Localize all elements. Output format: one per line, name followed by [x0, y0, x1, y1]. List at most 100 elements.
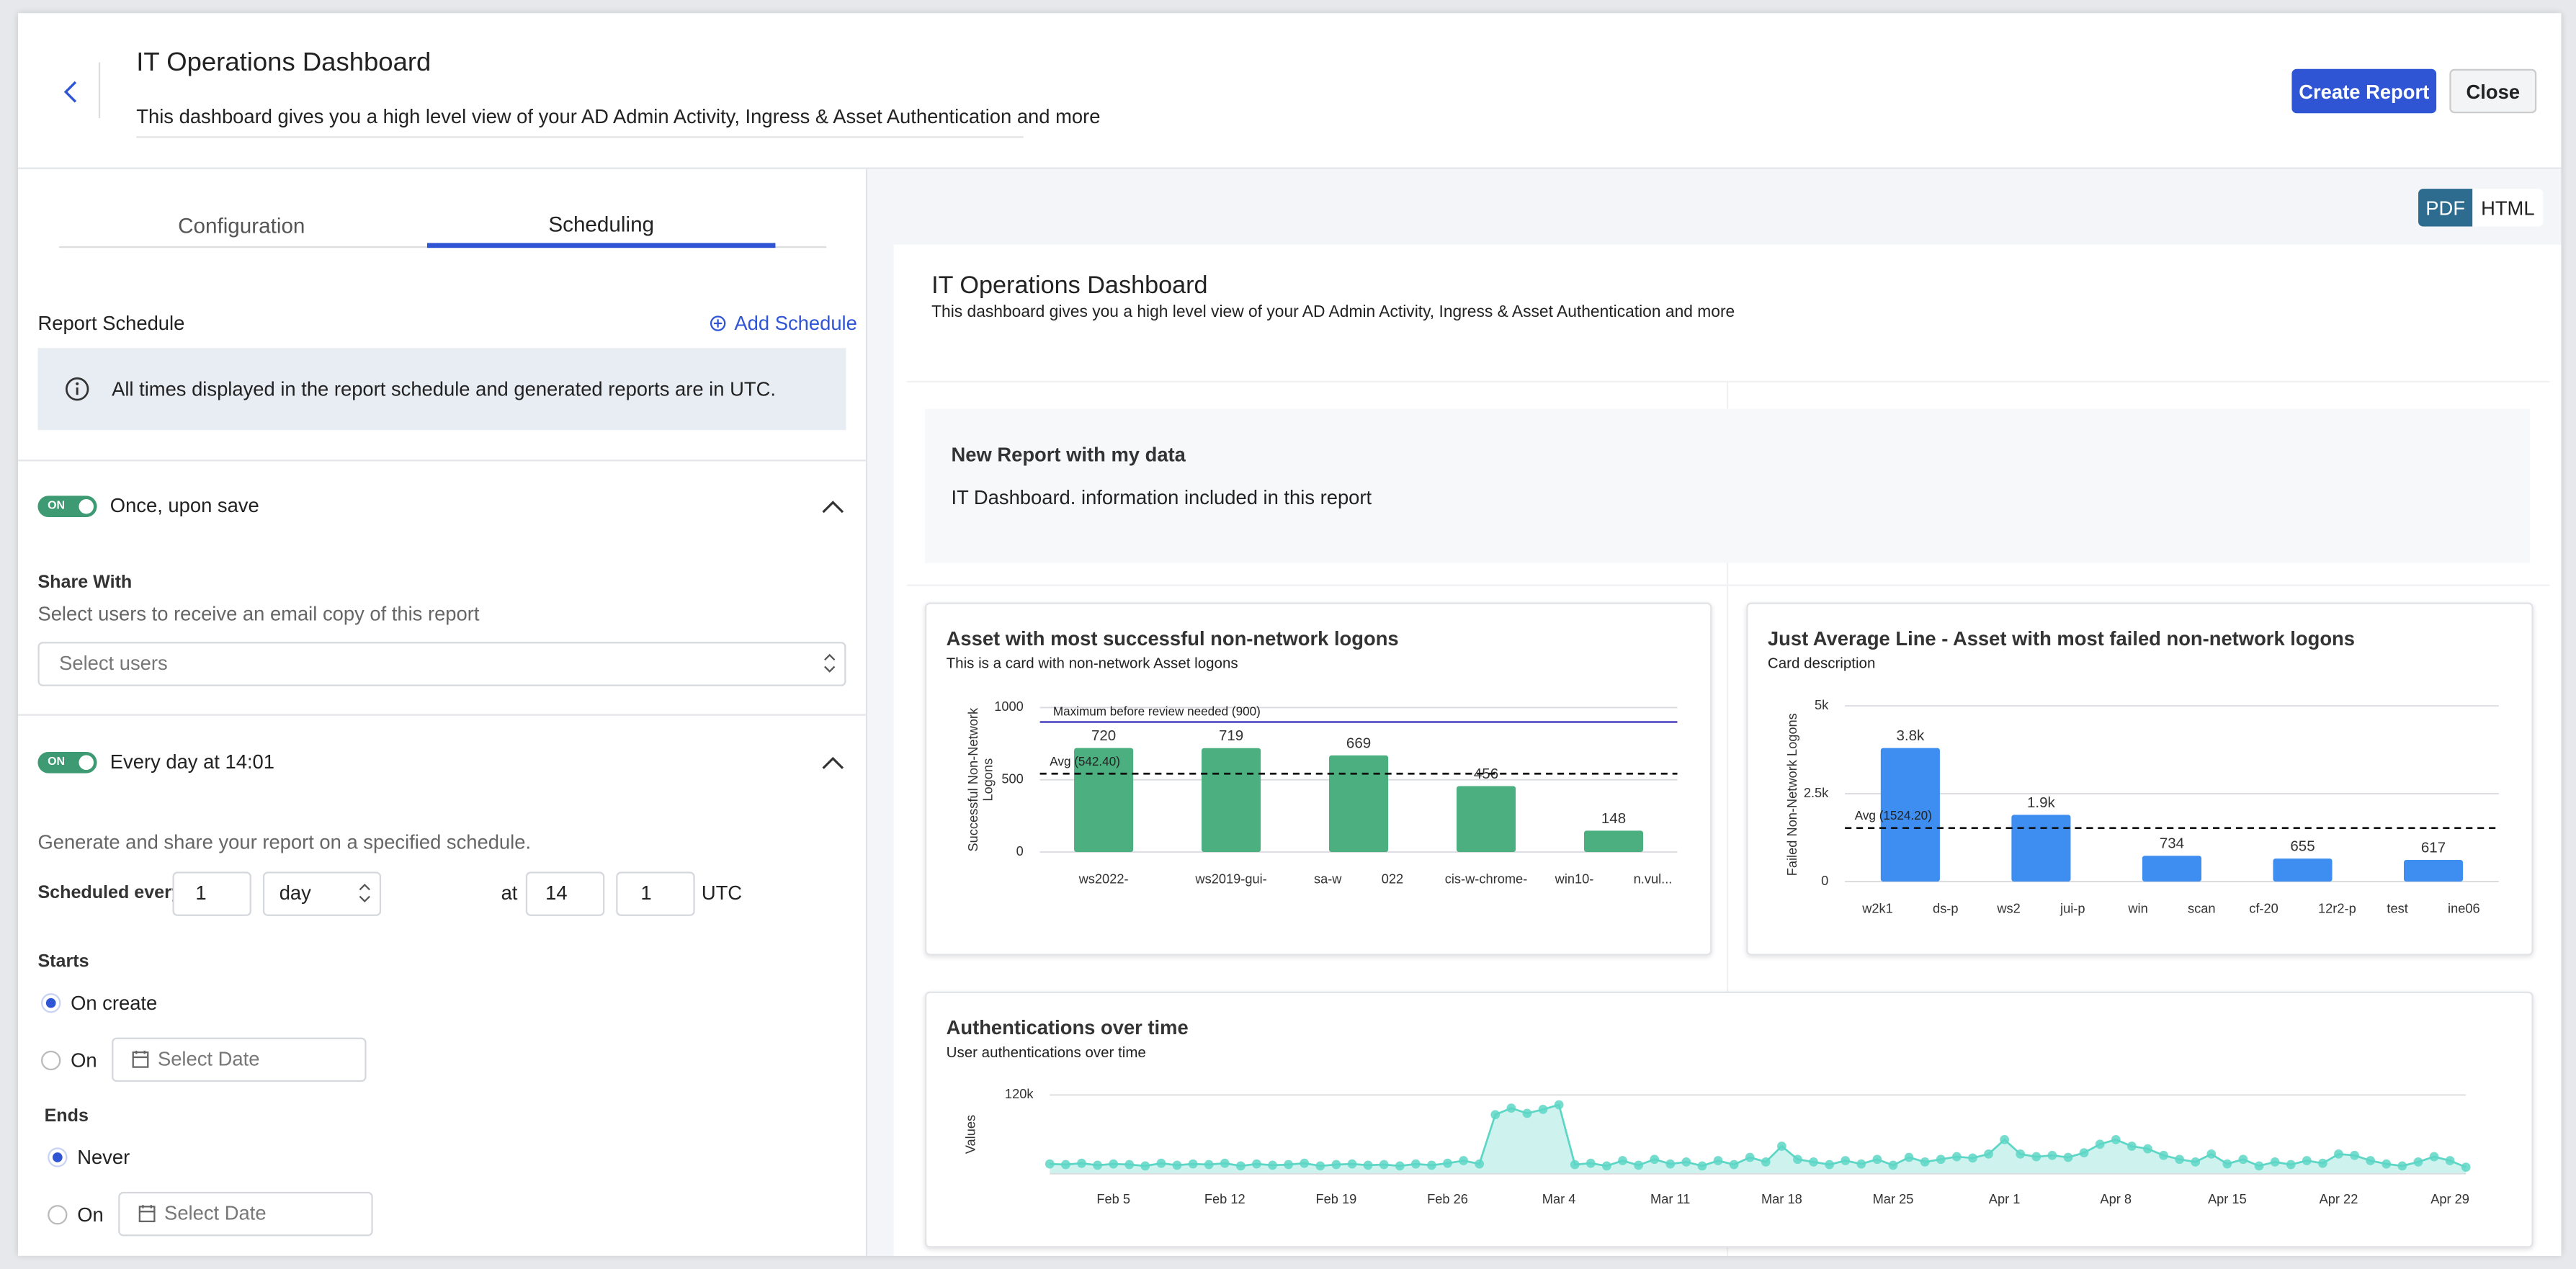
x-tick-label: ws2022- [1078, 871, 1129, 887]
y-tick-label: 0 [1821, 873, 1828, 888]
point [1554, 1100, 1564, 1110]
add-schedule[interactable]: Add Schedule [734, 312, 857, 335]
x-tick-label: Feb 5 [1096, 1191, 1130, 1206]
timezone: UTC [701, 882, 743, 905]
collapse-icon[interactable] [820, 752, 846, 771]
title: IT Operations Dashboard [136, 49, 431, 78]
every-value: 1 [195, 882, 207, 905]
text-card-title: New Report with my data [951, 443, 1186, 467]
point [1538, 1105, 1548, 1114]
tab-configuration[interactable]: Configuration [178, 213, 305, 238]
create-report-button[interactable]: Create Report [2291, 68, 2437, 114]
value-label: 720 [1091, 727, 1116, 744]
point [1984, 1149, 1993, 1159]
chart-card: Asset with most successful non-network l… [924, 602, 1712, 956]
y-tick-label: 500 [1001, 771, 1023, 786]
date-placeholder: Select Date [164, 1201, 267, 1225]
point [1045, 1159, 1055, 1169]
date-placeholder: Select Date [157, 1047, 260, 1071]
average-label: Avg (1524.20) [1855, 809, 1932, 822]
point [1156, 1158, 1166, 1168]
point [1841, 1156, 1851, 1165]
value-label: 148 [1601, 810, 1626, 827]
chart-subtitle: User authentications over time [946, 1044, 1146, 1061]
point [2302, 1156, 2312, 1165]
point [2095, 1139, 2105, 1149]
x-tick-label: win scan [2127, 901, 2215, 916]
date-input[interactable] [118, 1191, 373, 1237]
date-input[interactable] [112, 1037, 367, 1082]
separator [18, 714, 866, 716]
value-label: 1.9k [2027, 794, 2056, 811]
tab-scheduling[interactable]: Scheduling [548, 212, 655, 237]
radio[interactable] [41, 993, 61, 1013]
back-button[interactable] [59, 79, 85, 104]
on-create: On create [71, 991, 158, 1015]
separator [18, 459, 866, 462]
toggle[interactable]: ON [37, 751, 97, 773]
point [1681, 1157, 1691, 1167]
toggle[interactable]: ON [37, 496, 97, 518]
collapse-icon[interactable] [820, 496, 846, 515]
x-tick-label: Apr 15 [2208, 1191, 2247, 1206]
point [1490, 1110, 1501, 1120]
radio[interactable] [48, 1205, 68, 1225]
close-button[interactable]: Close [2449, 68, 2537, 114]
underline [136, 136, 1024, 138]
y-tick-label: 2.5k [1804, 785, 1829, 800]
point [1665, 1159, 1676, 1169]
minute-input[interactable] [616, 871, 695, 916]
x-tick-label: Feb 26 [1427, 1191, 1468, 1206]
bar [1456, 786, 1516, 853]
chart: 0 500 1000 Maximum before review needed (90… [994, 699, 1678, 887]
pdf-button[interactable]: PDF [2418, 189, 2473, 227]
chart-title: Just Average Line - Asset with most fail… [1767, 627, 2355, 650]
text-card [924, 408, 2531, 563]
point [1697, 1161, 1707, 1171]
radio[interactable] [41, 1050, 61, 1071]
area [1050, 1105, 2467, 1174]
every-input[interactable] [172, 871, 251, 916]
x-tick-label: Apr 29 [2430, 1191, 2469, 1206]
point [1825, 1160, 1835, 1170]
point [1872, 1154, 1882, 1165]
x-tick-label: test ine06 [2387, 901, 2479, 916]
text-card-text: IT Dashboard. information included in th… [951, 485, 1372, 509]
unit-select[interactable] [262, 871, 382, 916]
x-tick-label: cf-20 12r2-p [2249, 901, 2356, 916]
point [1347, 1159, 1357, 1169]
x-tick-label: w2k1 ds-p [1861, 901, 1958, 916]
point [2191, 1157, 2201, 1167]
point [1506, 1103, 1516, 1113]
sheet-grid [1726, 380, 1729, 1256]
bar [2403, 859, 2464, 882]
point [1602, 1161, 1611, 1171]
select-arrows [359, 883, 370, 903]
select-users[interactable] [37, 642, 846, 686]
hour-value: 14 [545, 882, 568, 905]
info-text: All times displayed in the report schedu… [112, 377, 776, 401]
x-tick-label: Apr 8 [2100, 1191, 2132, 1206]
point [2143, 1144, 2152, 1154]
line [1050, 1103, 2467, 1168]
divider [98, 62, 101, 119]
tab-indicator [426, 243, 776, 248]
point [1252, 1159, 1261, 1169]
value-label: 456 [1474, 766, 1498, 782]
radio[interactable] [48, 1147, 68, 1167]
html-button[interactable]: HTML [2472, 189, 2544, 227]
hour-input[interactable] [525, 871, 605, 916]
bar [2273, 858, 2333, 882]
panel-border [865, 169, 868, 1256]
chart: 0 2.5k 5k 3.8k w2k1 ds-p 1.9k ws2 jui-p 734 win … [1804, 697, 2499, 916]
point [2016, 1149, 2026, 1159]
point [1570, 1160, 1580, 1170]
chart-subtitle: Card description [1767, 655, 1876, 672]
point [2270, 1157, 2280, 1167]
point [2079, 1148, 2089, 1157]
point [2397, 1161, 2407, 1171]
point [1300, 1158, 1310, 1168]
point [1443, 1158, 1452, 1168]
unit-value: day [279, 882, 311, 905]
point [2382, 1159, 2392, 1169]
